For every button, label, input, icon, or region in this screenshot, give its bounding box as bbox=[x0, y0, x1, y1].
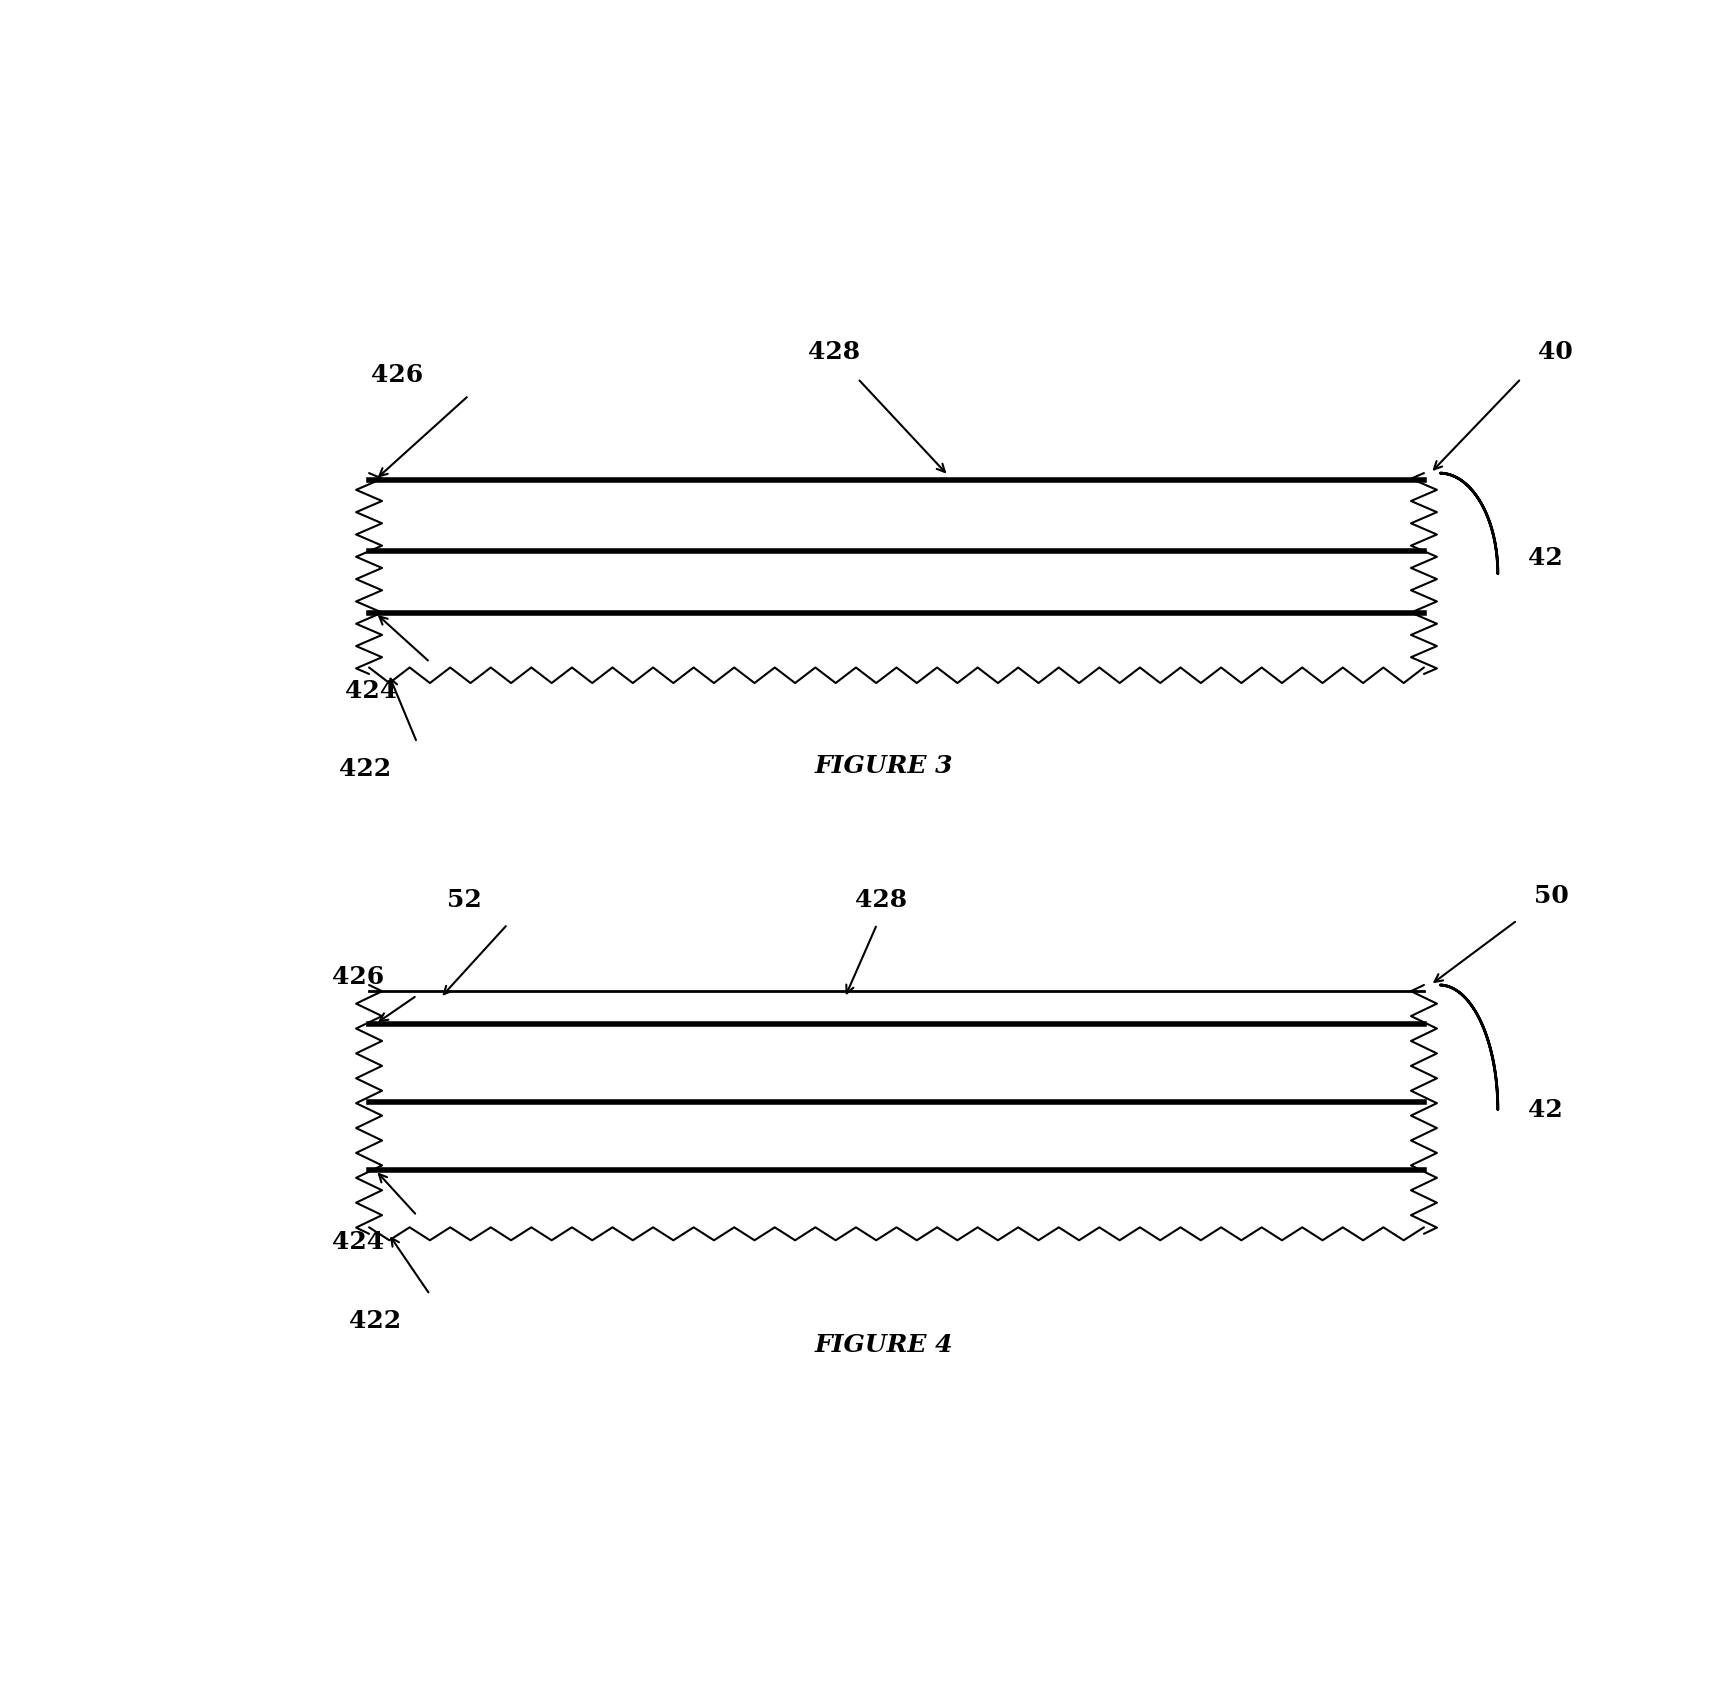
Text: 42: 42 bbox=[1527, 1098, 1561, 1122]
Text: 50: 50 bbox=[1533, 883, 1568, 908]
Text: 40: 40 bbox=[1537, 340, 1571, 363]
Text: 52: 52 bbox=[446, 888, 481, 912]
Text: 426: 426 bbox=[333, 964, 384, 987]
Text: 422: 422 bbox=[339, 757, 391, 780]
Text: FIGURE 4: FIGURE 4 bbox=[813, 1332, 953, 1356]
Text: 428: 428 bbox=[808, 340, 860, 363]
Text: FIGURE 3: FIGURE 3 bbox=[813, 754, 953, 777]
Text: 428: 428 bbox=[855, 888, 906, 912]
Text: 426: 426 bbox=[370, 363, 424, 387]
Text: 424: 424 bbox=[333, 1230, 384, 1253]
Text: 42: 42 bbox=[1527, 547, 1561, 570]
Text: 424: 424 bbox=[345, 678, 398, 703]
Text: 422: 422 bbox=[350, 1309, 401, 1332]
